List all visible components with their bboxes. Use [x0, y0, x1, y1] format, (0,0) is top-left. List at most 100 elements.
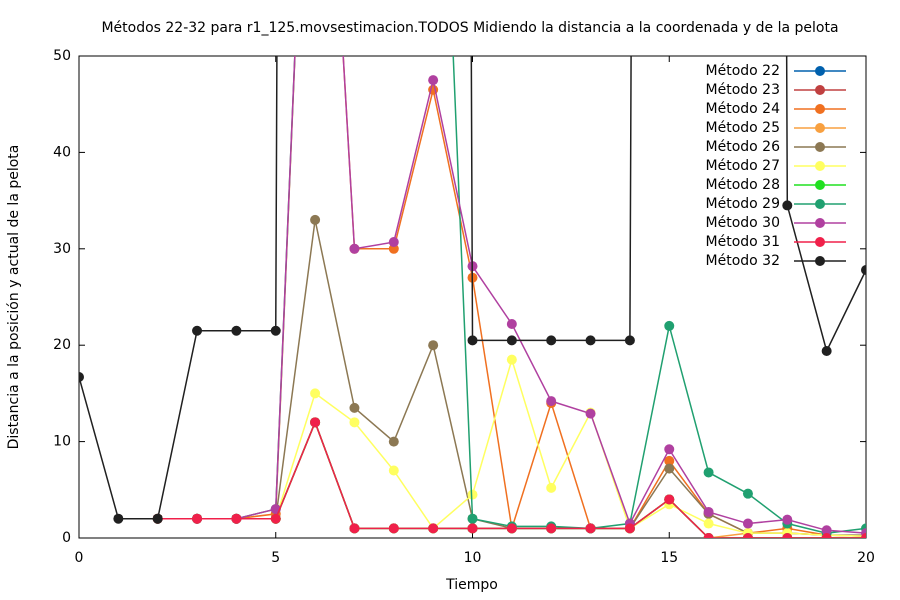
- data-point: [782, 200, 793, 211]
- data-point: [506, 523, 517, 534]
- y-tick-label: 20: [53, 337, 71, 353]
- legend-label: Método 24: [706, 101, 781, 117]
- data-point: [310, 214, 321, 225]
- y-tick-label: 50: [53, 48, 71, 64]
- data-point: [388, 523, 399, 534]
- data-point: [349, 417, 360, 428]
- data-point: [546, 396, 557, 407]
- data-point: [506, 318, 517, 329]
- data-point: [310, 417, 321, 428]
- legend-marker: [815, 142, 825, 152]
- data-point: [703, 518, 714, 529]
- data-point: [861, 265, 866, 276]
- data-point: [861, 533, 866, 538]
- data-point: [821, 345, 832, 356]
- data-point: [546, 335, 557, 346]
- data-point: [546, 482, 557, 493]
- legend-label: Método 27: [706, 158, 780, 174]
- data-point: [428, 523, 439, 534]
- data-point: [79, 372, 84, 383]
- legend-label: Método 30: [706, 215, 780, 231]
- data-point: [192, 325, 203, 336]
- legend-marker: [815, 256, 825, 266]
- series-line: [157, 420, 866, 538]
- data-point: [388, 465, 399, 476]
- legend-marker: [815, 104, 825, 114]
- legend-marker: [815, 85, 825, 95]
- data-point: [467, 335, 478, 346]
- data-point: [664, 494, 675, 505]
- data-point: [585, 408, 596, 419]
- data-point: [703, 533, 714, 538]
- data-point: [703, 506, 714, 517]
- x-tick-label: 0: [75, 550, 84, 566]
- legend-label: Método 28: [706, 177, 780, 193]
- data-point: [388, 436, 399, 447]
- data-point: [506, 335, 517, 346]
- legend-label: Método 32: [706, 253, 780, 269]
- data-point: [270, 325, 281, 336]
- data-point: [349, 243, 360, 254]
- data-point: [585, 523, 596, 534]
- y-tick-label: 0: [62, 530, 71, 546]
- data-point: [428, 340, 439, 351]
- data-point: [270, 513, 281, 524]
- x-tick-label: 20: [857, 550, 875, 566]
- data-point: [624, 335, 635, 346]
- data-point: [231, 513, 242, 524]
- data-point: [113, 513, 124, 524]
- data-point: [467, 489, 478, 500]
- data-point: [231, 325, 242, 336]
- legend-marker: [815, 66, 825, 76]
- legend-marker: [815, 199, 825, 209]
- legend-label: Método 25: [706, 120, 780, 136]
- series-line: [157, 357, 866, 537]
- data-point: [467, 523, 478, 534]
- chart-title: Métodos 22-32 para r1_125.movsestimacion…: [101, 20, 838, 36]
- data-point: [506, 354, 517, 365]
- y-axis-label: Distancia a la posición y actual de la p…: [6, 145, 22, 450]
- data-point: [664, 320, 675, 331]
- data-point: [546, 523, 557, 534]
- data-point: [742, 488, 753, 499]
- data-point: [664, 463, 675, 474]
- legend-marker: [815, 237, 825, 247]
- legend-label: Método 26: [706, 139, 781, 155]
- x-axis-label: Tiempo: [445, 577, 498, 593]
- legend-marker: [815, 180, 825, 190]
- data-point: [310, 388, 321, 399]
- x-tick-label: 10: [464, 550, 482, 566]
- legend-label: Método 29: [706, 196, 780, 212]
- legend-label: Método 22: [706, 63, 780, 79]
- data-point: [782, 533, 793, 538]
- data-point: [349, 402, 360, 413]
- y-tick-label: 40: [53, 144, 71, 160]
- data-point: [742, 533, 753, 538]
- legend-marker: [815, 218, 825, 228]
- data-point: [664, 455, 675, 466]
- x-tick-label: 15: [660, 550, 678, 566]
- data-point: [152, 513, 163, 524]
- data-point: [821, 533, 832, 538]
- data-point: [388, 237, 399, 248]
- y-tick-label: 10: [53, 434, 71, 450]
- data-point: [585, 335, 596, 346]
- legend-marker: [815, 161, 825, 171]
- data-point: [428, 75, 439, 86]
- data-point: [821, 525, 832, 536]
- data-point: [664, 444, 675, 455]
- series-line: [157, 420, 866, 538]
- y-tick-label: 30: [53, 241, 71, 257]
- series-line: [157, 420, 866, 538]
- data-point: [192, 513, 203, 524]
- legend-label: Método 31: [706, 234, 780, 250]
- data-point: [624, 523, 635, 534]
- x-tick-label: 5: [271, 550, 280, 566]
- legend-marker: [815, 123, 825, 133]
- data-point: [703, 467, 714, 478]
- series-line: [157, 420, 866, 538]
- data-point: [467, 513, 478, 524]
- data-point: [742, 518, 753, 529]
- legend-label: Método 23: [706, 82, 780, 98]
